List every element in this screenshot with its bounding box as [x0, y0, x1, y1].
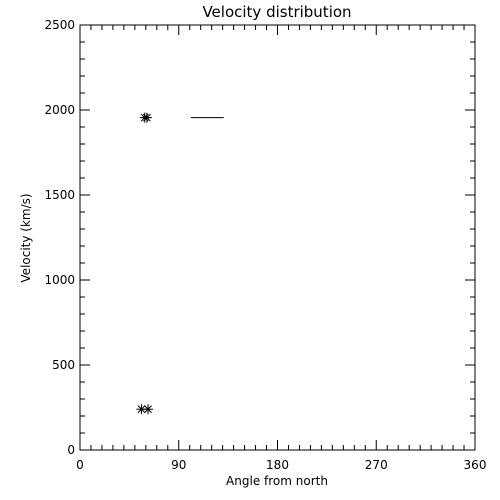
chart-title: Velocity distribution — [202, 3, 351, 21]
x-tick-label: 180 — [266, 458, 289, 472]
data-points — [136, 112, 154, 415]
data-point — [141, 112, 152, 123]
x-axis-label: Angle from north — [226, 474, 328, 488]
data-point — [143, 404, 154, 415]
x-tick-label: 360 — [464, 458, 487, 472]
x-tick-labels: 0 90 180 270 360 — [76, 458, 486, 472]
y-tick-label: 2500 — [44, 18, 75, 32]
x-tick-label: 0 — [76, 458, 84, 472]
x-tick-label: 90 — [171, 458, 186, 472]
y-tick-labels: 0 500 1000 1500 2000 2500 — [44, 18, 75, 457]
y-tick-label: 500 — [52, 358, 75, 372]
x-tick-label: 270 — [365, 458, 388, 472]
y-tick-label: 2000 — [44, 103, 75, 117]
plot-frame — [79, 24, 476, 451]
axis-ticks — [79, 24, 476, 451]
y-tick-label: 0 — [67, 443, 75, 457]
y-tick-label: 1500 — [44, 188, 75, 202]
y-tick-label: 1000 — [44, 273, 75, 287]
y-axis-label: Velocity (km/s) — [19, 193, 33, 282]
